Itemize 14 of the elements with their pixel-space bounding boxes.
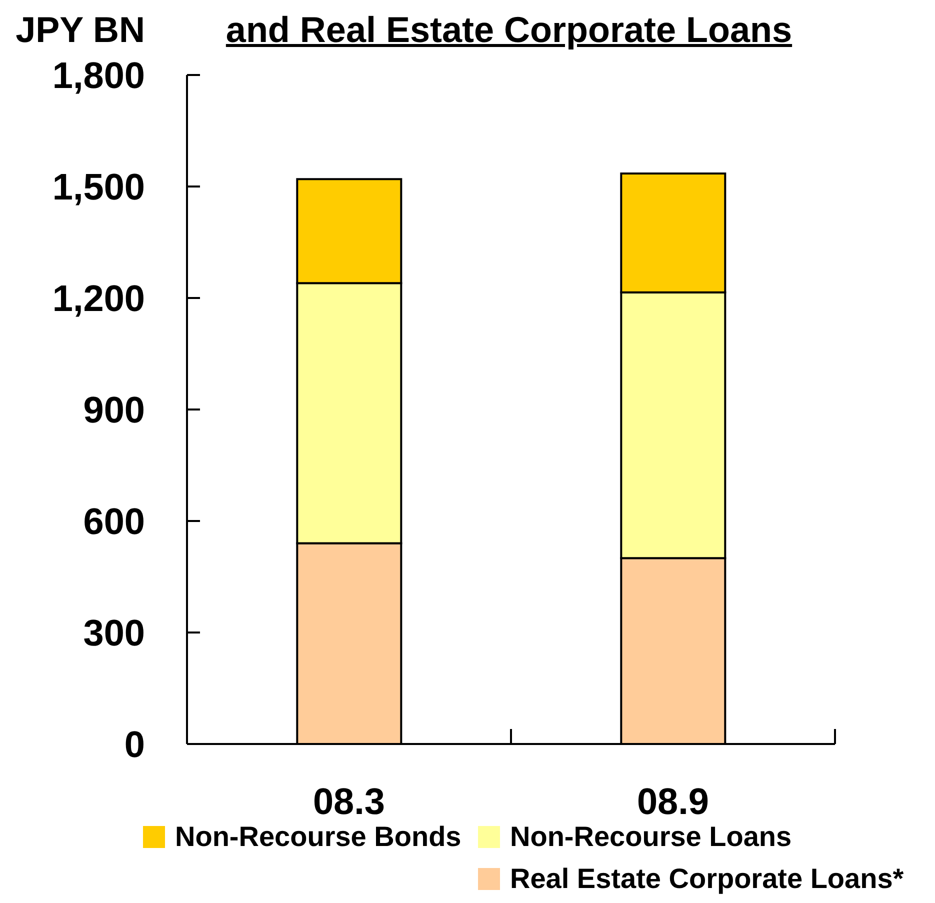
y-tick-label: 900 xyxy=(83,389,145,430)
y-tick-label: 0 xyxy=(124,724,145,764)
y-axis-title: JPY BN xyxy=(14,9,145,50)
chart-title: and Real Estate Corporate Loans xyxy=(224,9,794,50)
y-tick-label: 1,200 xyxy=(52,278,145,318)
x-tick-label: 08.9 xyxy=(636,780,710,822)
y-tick-label: 300 xyxy=(83,612,145,653)
legend-label: Real Estate Corporate Loans* xyxy=(510,862,904,896)
y-tick-label: 1,500 xyxy=(52,166,145,207)
legend-label: Non-Recourse Bonds xyxy=(175,820,462,854)
x-tick-label: 08.3 xyxy=(312,780,386,822)
legend-label: Non-Recourse Loans xyxy=(510,820,792,854)
y-tick-label: 600 xyxy=(83,500,145,542)
y-tick-label: 1,800 xyxy=(52,54,145,96)
